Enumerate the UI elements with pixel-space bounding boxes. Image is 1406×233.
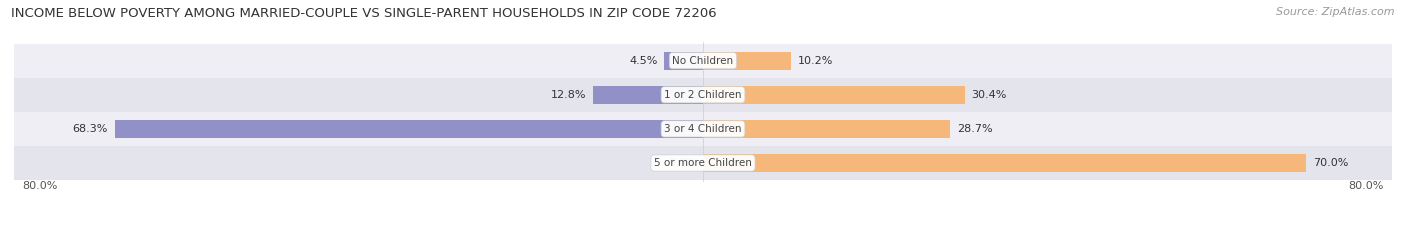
Bar [115,120,703,138]
Text: 70.0%: 70.0% [1313,158,1348,168]
Bar [593,86,703,104]
Bar [14,146,1392,180]
Text: 4.5%: 4.5% [628,56,658,66]
Text: No Children: No Children [672,56,734,66]
Bar [703,86,965,104]
Text: 1 or 2 Children: 1 or 2 Children [664,90,742,100]
Text: INCOME BELOW POVERTY AMONG MARRIED-COUPLE VS SINGLE-PARENT HOUSEHOLDS IN ZIP COD: INCOME BELOW POVERTY AMONG MARRIED-COUPL… [11,7,717,20]
Text: 30.4%: 30.4% [972,90,1007,100]
Bar [703,120,950,138]
Text: 10.2%: 10.2% [797,56,834,66]
Text: 5 or more Children: 5 or more Children [654,158,752,168]
Text: 28.7%: 28.7% [957,124,993,134]
Text: 0.0%: 0.0% [668,158,696,168]
Text: 3 or 4 Children: 3 or 4 Children [664,124,742,134]
Text: 12.8%: 12.8% [550,90,586,100]
Bar [14,44,1392,78]
Text: 80.0%: 80.0% [22,181,58,191]
Bar [14,78,1392,112]
Text: 80.0%: 80.0% [1348,181,1384,191]
Text: Source: ZipAtlas.com: Source: ZipAtlas.com [1277,7,1395,17]
Text: 68.3%: 68.3% [73,124,108,134]
Bar [664,52,703,70]
Bar [703,52,790,70]
Bar [14,112,1392,146]
Bar [703,154,1306,172]
